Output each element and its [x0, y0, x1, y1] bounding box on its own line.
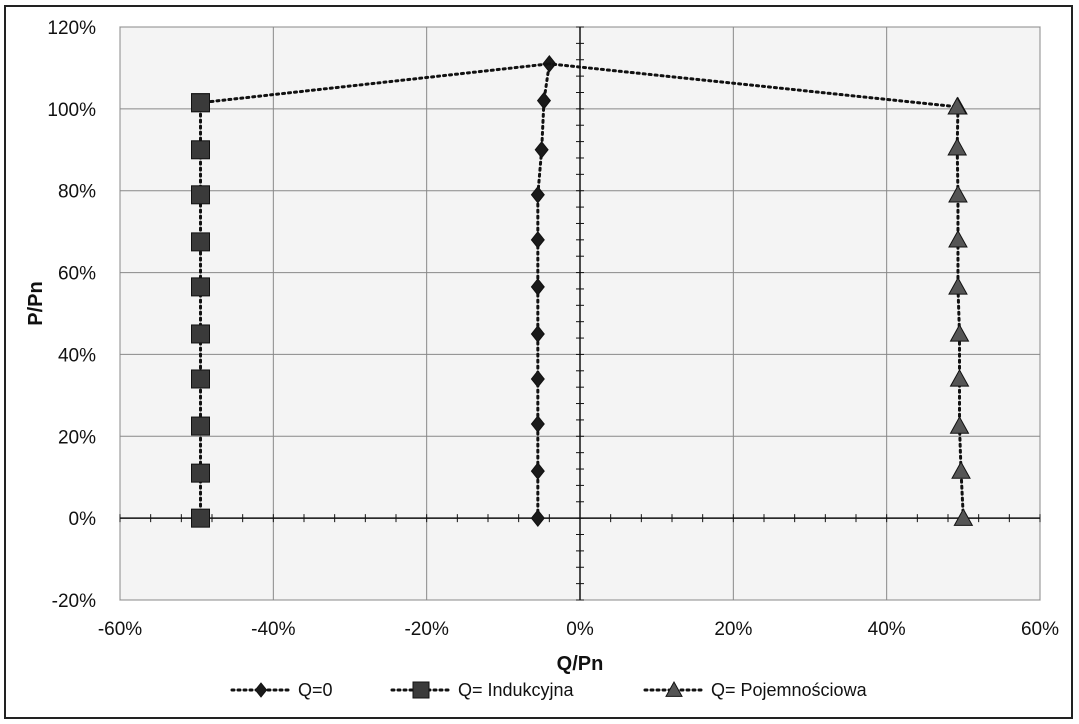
y-tick-label: 40%	[58, 345, 96, 366]
legend-label: Q=0	[298, 680, 333, 700]
legend-marker	[412, 681, 430, 699]
x-tick-label: -60%	[98, 619, 142, 640]
x-tick-label: 20%	[714, 619, 752, 640]
data-point	[948, 184, 968, 203]
y-tick-label: 0%	[69, 509, 97, 530]
series-0	[530, 55, 557, 527]
data-point	[949, 368, 970, 387]
data-point	[191, 232, 210, 252]
data-point	[530, 186, 545, 204]
series-2	[547, 62, 974, 526]
data-point	[953, 508, 974, 526]
axis-ticks	[119, 26, 1041, 601]
data-point	[191, 185, 210, 205]
x-tick-label: 0%	[566, 619, 594, 640]
data-point	[530, 509, 545, 527]
legend: Q=0 Q= Indukcyjna Q= Pojemnościowa	[230, 680, 868, 700]
series-1	[191, 62, 551, 528]
data-point	[191, 324, 210, 344]
y-axis-title: P/Pn	[25, 281, 47, 325]
data-point	[191, 369, 210, 389]
legend-marker	[254, 682, 268, 698]
data-point	[191, 277, 210, 297]
data-point	[191, 140, 210, 160]
data-point	[191, 463, 210, 483]
y-tick-label: 80%	[58, 182, 96, 203]
data-point	[951, 461, 971, 479]
data-point	[530, 231, 545, 249]
data-point	[947, 137, 968, 156]
y-tick-label: 60%	[58, 264, 96, 285]
x-tick-label: -40%	[251, 619, 295, 640]
data-point	[536, 91, 552, 110]
data-point	[948, 276, 968, 295]
data-point	[949, 416, 970, 434]
data-point	[530, 462, 545, 480]
x-axis-title: Q/Pn	[557, 653, 604, 675]
data-point	[534, 140, 549, 159]
data-point	[947, 96, 968, 115]
data-point	[530, 278, 545, 296]
y-tick-label: 100%	[47, 100, 96, 121]
legend-label: Q= Pojemnościowa	[711, 680, 868, 700]
y-tick-label: -20%	[52, 591, 96, 612]
data-point	[191, 93, 210, 113]
legend-label: Q= Indukcyjna	[458, 680, 575, 700]
data-point	[948, 229, 968, 248]
x-tick-label: 60%	[1021, 619, 1059, 640]
data-point	[530, 370, 545, 388]
data-point	[949, 323, 970, 342]
data-point	[530, 415, 545, 433]
data-point	[530, 325, 545, 343]
x-tick-label: -20%	[404, 619, 448, 640]
data-point	[191, 416, 210, 436]
y-tick-label: 120%	[47, 18, 96, 39]
x-tick-label: 40%	[868, 619, 906, 640]
data-point	[191, 508, 210, 528]
y-tick-label: 20%	[58, 427, 96, 448]
legend-marker	[665, 680, 683, 697]
